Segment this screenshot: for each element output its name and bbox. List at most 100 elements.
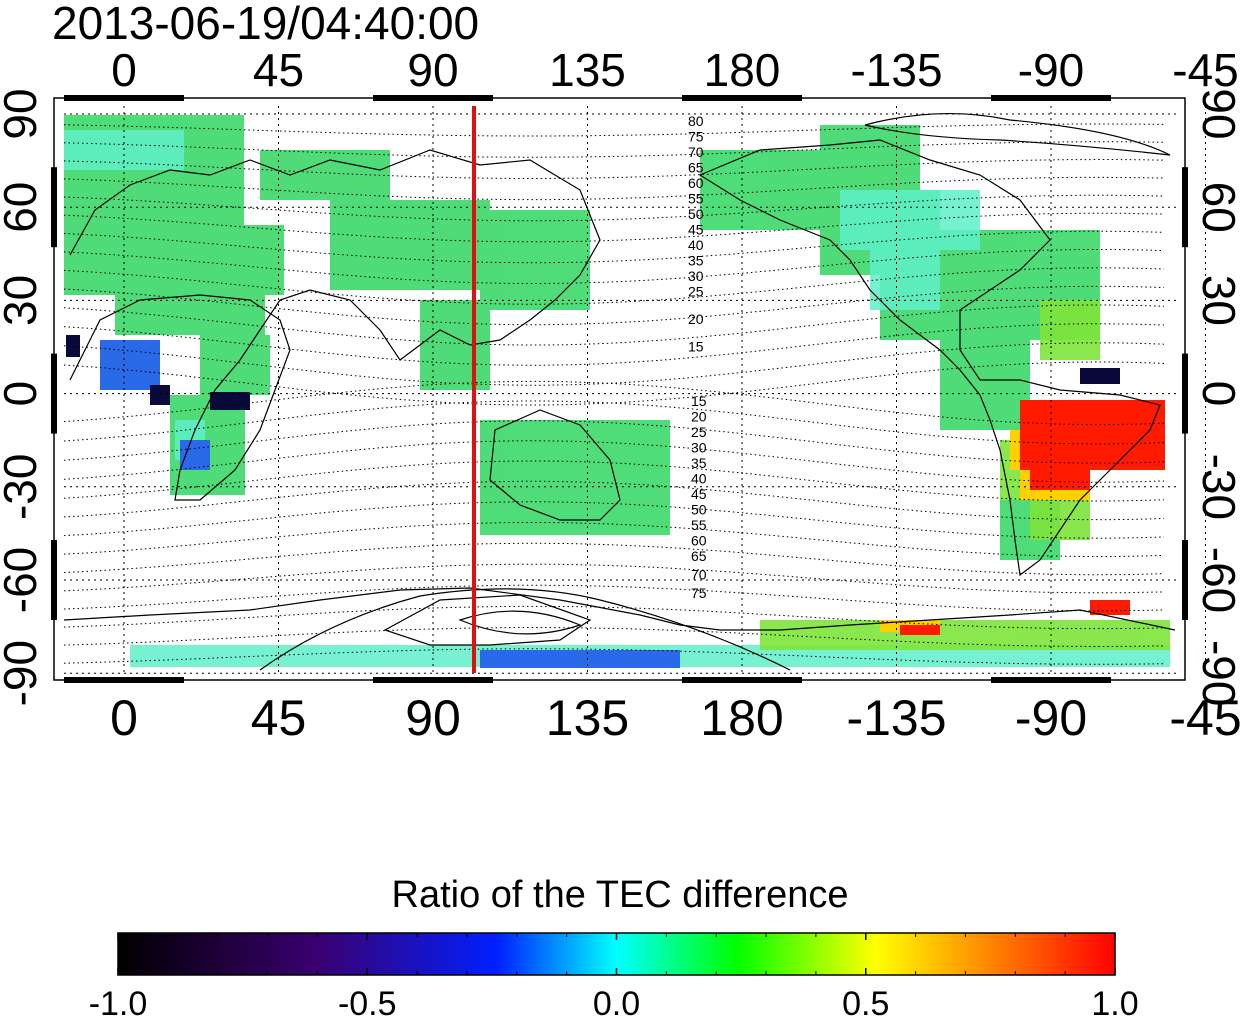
lat-tick-label: 30 [1193,275,1240,326]
frame-segment [51,540,57,620]
colorbar-tick-label: -0.5 [338,985,397,1023]
contour-label: 15 [688,339,704,355]
lon-tick-label: 45 [251,690,307,746]
contour-label: 75 [688,129,704,145]
contour-label: 30 [691,440,707,456]
colorbar-ticks: -1.0 -0.5 0.0 0.5 1.0 [89,933,1139,1023]
frame-segment [682,95,802,101]
mag-lat-contour [64,141,1165,158]
mag-lat-contour [64,501,1165,539]
contour-label: 55 [688,191,704,207]
frame-segment [51,167,57,248]
contour-label: 50 [688,206,704,222]
contour-label: 20 [691,409,707,425]
coastlines [64,113,1176,671]
contour-label: 60 [691,533,707,549]
contour-label: 30 [688,268,704,284]
timestamp-label: 2013-06-19/04:40:00 [52,0,480,49]
frame-segment [1182,353,1188,434]
lon-tick-label: -135 [850,44,942,96]
contour-label: 40 [691,471,707,487]
lon-tick-label: -135 [846,690,946,746]
mag-lat-contour [64,123,1165,137]
frame-segment [64,677,184,683]
magnetic-latitude-contours [64,123,1165,665]
lat-lon-grid [64,106,1206,674]
mag-lat-contour [64,267,1165,305]
lat-tick-label: 90 [1193,88,1240,139]
lon-tick-label: -45 [1169,690,1240,746]
map-frame [51,95,1188,683]
contour-label: 65 [691,548,707,564]
contour-label: 15 [691,393,707,409]
contour-label: 70 [691,567,707,583]
lon-tick-label: 0 [110,690,138,746]
contour-label: 40 [688,237,704,253]
contour-label: 25 [688,284,704,300]
contour-label: 60 [688,175,704,191]
contour-label: 75 [691,585,707,601]
lat-tick-label: -90 [1193,640,1240,706]
lat-tick-label: 30 [0,275,46,326]
contour-label: 45 [688,222,704,238]
mag-lat-contour [64,522,1165,557]
mag-lat-contour [64,212,1165,243]
lon-tick-label: 90 [405,690,461,746]
lon-tick-label: 180 [700,690,783,746]
frame-segment [682,677,802,683]
lat-tick-label: 90 [0,88,46,139]
lon-tick-label: 90 [407,44,458,96]
colorbar-tick-label: 0.0 [593,985,640,1023]
lon-tick-label: 135 [546,690,629,746]
lon-tick-label: -90 [1015,690,1087,746]
latitude-ticks-left: 90 60 30 0 -30 -60 -90 [0,88,46,706]
mag-lat-contour [64,542,1165,576]
frame-segment [373,677,493,683]
contour-label: 65 [688,160,704,176]
contour-label: 25 [691,424,707,440]
lat-tick-label: 60 [0,182,46,233]
contour-label: 50 [691,502,707,518]
lon-tick-label: -45 [1172,44,1238,96]
lon-tick-label: 180 [704,44,781,96]
lat-tick-label: 0 [0,381,46,407]
longitude-ticks-top: 0 45 90 135 180 -135 -90 -45 [111,44,1239,96]
mag-lat-contour [64,648,1165,665]
frame-segment [64,95,184,101]
lat-tick-label: -30 [0,454,46,520]
lat-tick-label: 60 [1193,182,1240,233]
contour-label: 20 [688,311,704,327]
lon-tick-label: -90 [1018,44,1084,96]
mag-lat-contour [64,249,1165,284]
contour-label: 55 [691,517,707,533]
frame-segment [51,353,57,434]
lat-tick-label: -60 [1193,547,1240,613]
contour-label: 70 [688,144,704,160]
contour-label: 35 [688,253,704,269]
longitude-ticks-bottom: 0 45 90 135 180 -135 -90 -45 [110,690,1240,746]
mag-lat-contour [64,627,1165,648]
contour-label: 80 [688,113,704,129]
colorbar-title: Ratio of the TEC difference [391,874,849,916]
frame-segment [373,95,493,101]
frame-segment [991,677,1111,683]
mag-lat-contour [64,563,1165,594]
lat-tick-label: -30 [1193,454,1240,520]
colorbar-tick-label: 0.5 [842,985,889,1023]
lon-tick-label: 135 [549,44,626,96]
lon-tick-label: 0 [111,44,137,96]
colorbar-tick-label: -1.0 [89,985,148,1023]
frame-segment [991,95,1111,101]
frame-segment [1182,167,1188,248]
mag-lat-contour [64,584,1165,612]
lat-tick-label: -60 [0,547,46,613]
contour-label: 45 [691,486,707,502]
tec-data-layer [64,110,1170,668]
frame-segment [1182,540,1188,620]
lat-tick-label: 0 [1193,381,1240,407]
lat-tick-label: -90 [0,640,46,706]
mag-lat-contour [64,230,1165,264]
